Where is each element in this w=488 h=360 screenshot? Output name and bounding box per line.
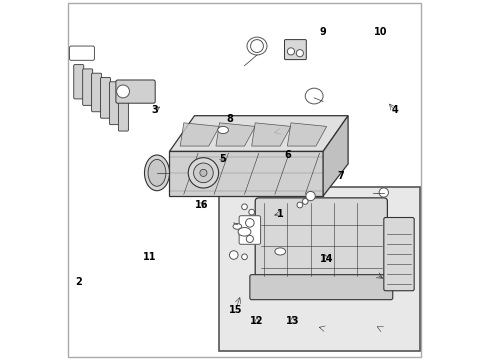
Ellipse shape	[248, 209, 254, 215]
Text: 3: 3	[151, 105, 158, 115]
Ellipse shape	[233, 224, 241, 229]
FancyBboxPatch shape	[109, 82, 119, 125]
Text: 5: 5	[219, 154, 226, 163]
Text: 15: 15	[228, 305, 242, 315]
Bar	[219, 187, 419, 351]
FancyBboxPatch shape	[239, 216, 260, 244]
FancyBboxPatch shape	[91, 73, 102, 112]
Ellipse shape	[241, 254, 247, 260]
FancyBboxPatch shape	[74, 64, 83, 99]
Text: 10: 10	[373, 27, 386, 37]
Polygon shape	[216, 123, 255, 146]
Ellipse shape	[274, 248, 285, 255]
Ellipse shape	[217, 126, 228, 134]
FancyBboxPatch shape	[118, 86, 128, 131]
Ellipse shape	[188, 158, 218, 188]
Ellipse shape	[116, 85, 129, 98]
Text: 9: 9	[319, 27, 326, 37]
Ellipse shape	[238, 228, 250, 236]
Ellipse shape	[296, 202, 302, 208]
Text: 6: 6	[284, 150, 290, 160]
Polygon shape	[251, 123, 290, 146]
Text: 2: 2	[75, 277, 81, 287]
Ellipse shape	[305, 88, 323, 104]
FancyBboxPatch shape	[82, 69, 93, 105]
Ellipse shape	[246, 235, 253, 243]
Text: 11: 11	[143, 252, 156, 262]
Ellipse shape	[287, 48, 294, 55]
Text: 7: 7	[337, 171, 344, 181]
Ellipse shape	[305, 192, 315, 201]
Text: 8: 8	[226, 114, 233, 124]
Ellipse shape	[296, 50, 303, 57]
Ellipse shape	[229, 251, 238, 259]
Ellipse shape	[245, 219, 254, 227]
FancyBboxPatch shape	[383, 217, 413, 291]
Text: 13: 13	[285, 316, 299, 326]
Polygon shape	[169, 152, 323, 196]
FancyBboxPatch shape	[69, 46, 94, 60]
Ellipse shape	[144, 155, 169, 191]
Text: 16: 16	[195, 200, 208, 210]
FancyBboxPatch shape	[101, 77, 110, 118]
Ellipse shape	[241, 204, 247, 210]
Ellipse shape	[200, 169, 206, 176]
Ellipse shape	[378, 188, 387, 197]
Ellipse shape	[302, 199, 307, 204]
Polygon shape	[323, 116, 347, 196]
FancyBboxPatch shape	[255, 198, 386, 284]
Ellipse shape	[246, 37, 266, 55]
Polygon shape	[180, 123, 219, 146]
Text: 4: 4	[390, 105, 397, 115]
Ellipse shape	[250, 40, 263, 53]
Text: 1: 1	[276, 209, 283, 219]
Polygon shape	[169, 116, 347, 152]
FancyBboxPatch shape	[116, 80, 155, 103]
FancyBboxPatch shape	[284, 40, 305, 60]
FancyBboxPatch shape	[249, 275, 392, 300]
Text: 14: 14	[319, 253, 333, 264]
Ellipse shape	[148, 159, 165, 186]
Polygon shape	[287, 123, 326, 146]
Ellipse shape	[193, 163, 213, 183]
Text: 12: 12	[250, 316, 263, 326]
